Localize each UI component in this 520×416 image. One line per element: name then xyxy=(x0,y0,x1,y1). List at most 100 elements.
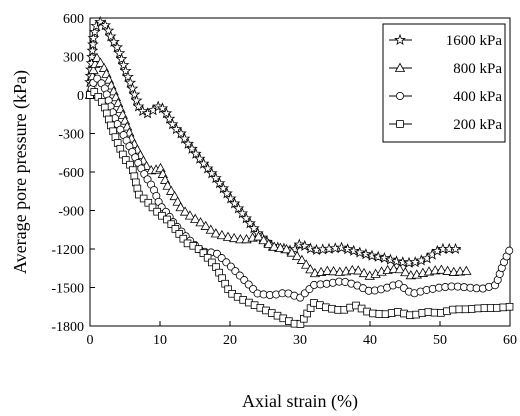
series-layer xyxy=(84,15,514,328)
legend: 1600 kPa 800 kPa 400 kPa 200 kPa xyxy=(382,23,506,143)
data-point xyxy=(184,210,196,220)
data-point xyxy=(193,152,206,164)
data-point xyxy=(126,82,139,94)
x-tick-label: 0 xyxy=(87,333,94,348)
y-axis: 600 300 0 -300 -600 -900 -1200 -1500 -1800 xyxy=(51,12,95,335)
data-point xyxy=(394,263,405,274)
data-point xyxy=(195,217,206,227)
y-tick-label: 300 xyxy=(63,51,84,66)
data-point xyxy=(300,259,312,269)
data-point xyxy=(171,225,180,233)
data-point xyxy=(115,53,128,65)
data-point xyxy=(263,238,274,248)
data-point xyxy=(322,265,333,275)
data-point xyxy=(468,305,476,313)
data-point xyxy=(291,250,303,261)
data-point xyxy=(442,265,453,275)
data-point xyxy=(424,308,433,316)
data-point xyxy=(353,246,366,258)
data-point xyxy=(235,234,246,244)
data-point xyxy=(298,239,311,252)
data-point xyxy=(201,162,214,174)
data-point xyxy=(499,303,508,312)
data-point xyxy=(163,112,176,124)
data-point xyxy=(199,249,208,257)
x-tick-label: 10 xyxy=(153,333,167,348)
data-point xyxy=(179,234,188,243)
data-point xyxy=(121,156,130,164)
data-point xyxy=(388,263,399,273)
data-point xyxy=(162,180,173,190)
x-tick-label: 60 xyxy=(503,333,517,348)
data-point xyxy=(493,304,501,312)
data-point xyxy=(203,253,212,262)
data-point xyxy=(455,305,464,314)
data-point xyxy=(104,30,117,42)
data-point xyxy=(293,238,306,250)
data-point xyxy=(86,44,99,56)
x-tick-label: 40 xyxy=(363,333,377,348)
data-point xyxy=(228,197,241,209)
y-axis-title: Average pore pressure (kPa) xyxy=(10,70,31,274)
data-point xyxy=(213,177,226,189)
y-tick-label: -900 xyxy=(58,205,84,220)
data-point xyxy=(139,194,148,203)
series-triangle xyxy=(84,52,472,280)
data-point xyxy=(208,258,216,267)
data-point xyxy=(175,230,184,238)
data-point xyxy=(136,105,149,117)
data-point xyxy=(153,207,161,216)
data-point xyxy=(217,182,230,194)
data-point xyxy=(117,58,130,71)
data-point xyxy=(172,196,183,206)
data-point xyxy=(369,309,377,318)
data-point xyxy=(474,304,482,313)
data-point xyxy=(186,142,198,154)
data-point xyxy=(390,255,403,267)
data-point xyxy=(372,250,385,262)
data-point xyxy=(119,64,132,77)
legend-marker xyxy=(395,92,404,101)
data-point xyxy=(396,256,409,268)
x-tick-label: 50 xyxy=(433,333,447,348)
y-tick-label: 0 xyxy=(77,89,84,104)
data-point xyxy=(167,220,176,228)
data-point xyxy=(505,302,514,311)
x-axis-title: Axial strain (%) xyxy=(242,391,358,412)
data-point xyxy=(200,220,211,230)
y-tick-label: 600 xyxy=(63,12,84,27)
data-point xyxy=(224,285,232,294)
data-point xyxy=(286,247,297,257)
data-point xyxy=(224,192,237,204)
data-point xyxy=(375,310,384,318)
y-tick-label: -1800 xyxy=(51,320,84,335)
data-point xyxy=(99,19,112,31)
data-point xyxy=(449,305,457,314)
data-point xyxy=(240,212,253,224)
data-point xyxy=(275,242,286,252)
data-point xyxy=(296,254,308,264)
data-point xyxy=(347,264,358,275)
legend-marker xyxy=(394,33,406,45)
data-point xyxy=(258,234,269,245)
data-point xyxy=(253,231,264,241)
data-point xyxy=(166,118,179,130)
data-point xyxy=(205,224,216,234)
data-point xyxy=(430,308,439,317)
y-tick-label: -300 xyxy=(58,128,84,143)
data-point xyxy=(366,249,378,261)
data-point xyxy=(90,88,99,96)
data-point xyxy=(400,266,411,277)
data-point xyxy=(88,25,101,38)
data-point xyxy=(165,185,177,195)
data-point xyxy=(461,305,470,314)
data-point xyxy=(190,213,201,223)
data-point xyxy=(144,198,153,207)
data-point xyxy=(209,172,222,184)
data-point xyxy=(221,187,233,199)
data-point xyxy=(122,70,134,82)
data-point xyxy=(178,132,191,144)
data-point xyxy=(87,38,99,50)
legend-box xyxy=(382,23,506,143)
data-point xyxy=(436,264,447,274)
